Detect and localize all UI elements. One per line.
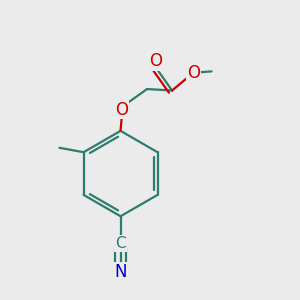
Text: O: O bbox=[149, 52, 162, 70]
Text: O: O bbox=[187, 64, 200, 82]
Text: C: C bbox=[115, 236, 126, 251]
Text: O: O bbox=[116, 101, 128, 119]
Text: N: N bbox=[114, 262, 127, 280]
